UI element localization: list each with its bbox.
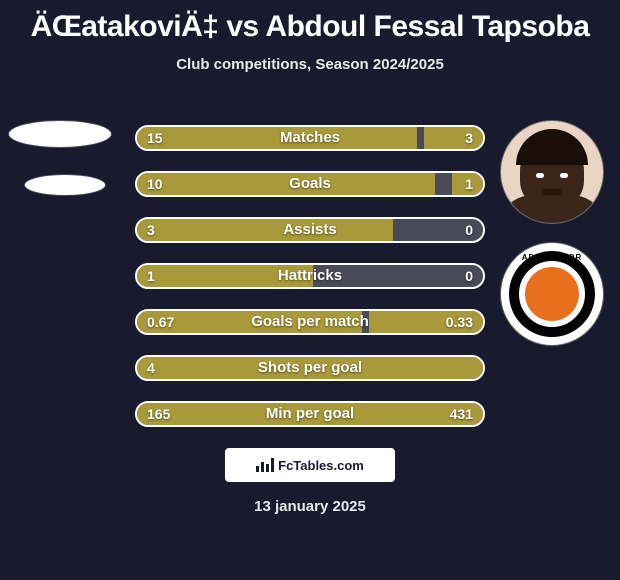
stat-value-left: 10: [147, 171, 163, 197]
club-name-top: ADANASPOR: [522, 253, 583, 262]
stat-label: Goals per match: [135, 309, 485, 335]
stat-label: Min per goal: [135, 401, 485, 427]
stat-label: Shots per goal: [135, 355, 485, 381]
stat-label: Matches: [135, 125, 485, 151]
page-title: ÄŒatakoviÄ‡ vs Abdoul Fessal Tapsoba: [0, 0, 620, 44]
stat-value-left: 1: [147, 263, 155, 289]
stat-value-right: 431: [450, 401, 473, 427]
stat-value-left: 3: [147, 217, 155, 243]
stat-value-right: 3: [465, 125, 473, 151]
club-right-logo: ADANASPOR ADANA: [500, 242, 604, 346]
stat-value-right: 1: [465, 171, 473, 197]
stat-label: Goals: [135, 171, 485, 197]
player-left-avatars: [8, 120, 118, 196]
stat-label: Assists: [135, 217, 485, 243]
player-right-avatar: [500, 120, 604, 224]
club-left-logo-placeholder: [24, 174, 106, 196]
player-left-avatar-placeholder: [8, 120, 112, 148]
brand-text: FcTables.com: [278, 458, 364, 473]
stat-value-right: 0: [465, 217, 473, 243]
stat-row: Goals10 1: [135, 171, 485, 197]
stat-value-left: 15: [147, 125, 163, 151]
stat-value-right: 0: [465, 263, 473, 289]
brand-chart-icon: [256, 458, 274, 472]
stat-row: Goals per match0.67 0.33: [135, 309, 485, 335]
stat-row: Assists3 0: [135, 217, 485, 243]
club-name-bottom: ADANA: [535, 326, 569, 335]
stat-row: Matches15 3: [135, 125, 485, 151]
stat-row: Shots per goal4: [135, 355, 485, 381]
stat-row: Min per goal165 431: [135, 401, 485, 427]
date-label: 13 january 2025: [0, 498, 620, 515]
stat-value-left: 0.67: [147, 309, 174, 335]
subtitle: Club competitions, Season 2024/2025: [0, 56, 620, 73]
stat-value-left: 165: [147, 401, 170, 427]
stat-label: Hattricks: [135, 263, 485, 289]
stat-value-right: 0.33: [446, 309, 473, 335]
stat-value-left: 4: [147, 355, 155, 381]
stat-row: Hattricks1 0: [135, 263, 485, 289]
player-right-avatars: ADANASPOR ADANA: [500, 120, 610, 346]
brand-badge: FcTables.com: [225, 448, 395, 482]
stat-bars: Matches153Goals101Assists30Hattricks10Go…: [135, 125, 485, 447]
